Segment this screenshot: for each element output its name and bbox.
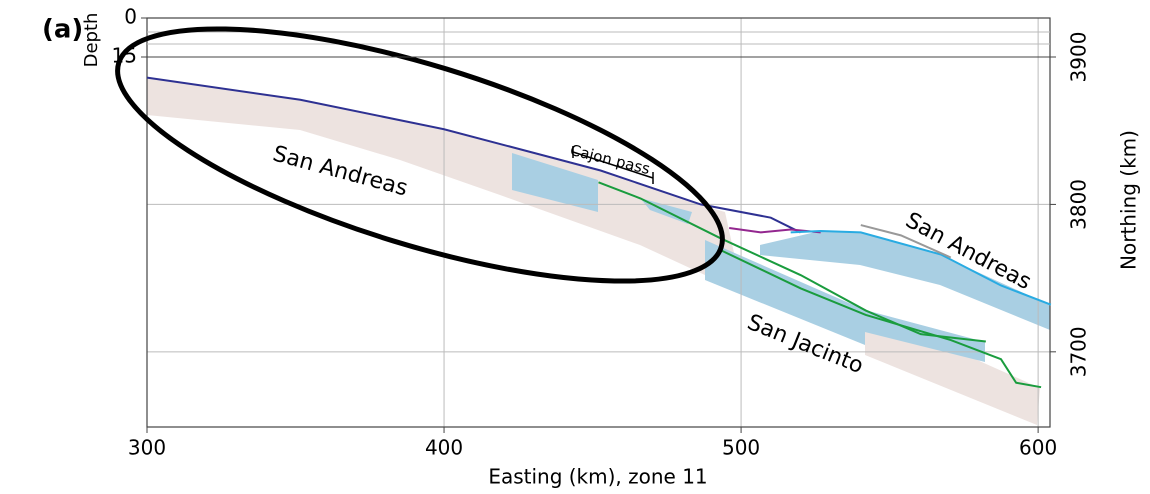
y-axis-label: Northing (km) [1117,130,1141,270]
depth-tick-label: 0 [124,5,137,29]
x-tick-label: 400 [425,436,463,460]
x-axis-label: Easting (km), zone 11 [488,465,707,489]
panel-label: (a) [42,15,83,45]
y-tick-label: 3900 [1067,32,1091,83]
y-tick-label: 3700 [1067,326,1091,377]
x-tick-label: 300 [128,436,166,460]
y-tick-label: 3800 [1067,179,1091,230]
depth-label: Depth [81,13,102,68]
x-tick-label: 500 [722,436,760,460]
chart: (a) Easting (km), zone 11 Northing (km) … [0,0,1150,494]
x-tick-label: 600 [1019,436,1057,460]
depth-tick-label: 15 [112,44,137,68]
